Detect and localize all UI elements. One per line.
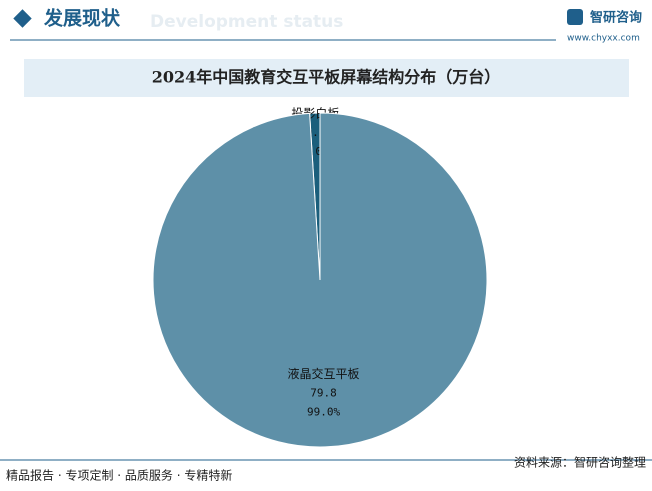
logo-url: www.chyxx.com: [567, 34, 640, 44]
slice-value: 79.8: [310, 387, 337, 400]
pie-slice: [152, 112, 488, 448]
slice-label: 液晶交互平板: [288, 366, 360, 381]
title-bar: [24, 59, 629, 97]
logo-icon: [567, 9, 583, 25]
chart-title: 2024年中国教育交互平板屏幕结构分布（万台）: [152, 68, 501, 87]
slice-percent: 99.0%: [307, 406, 340, 419]
logo-brand: 智研咨询: [590, 10, 642, 26]
logo: 智研咨询 www.chyxx.com: [567, 9, 642, 44]
header-subtitle: Development status: [150, 12, 343, 32]
header-icon: [13, 9, 32, 28]
footer-slogan: 精品报告 · 专项定制 · 品质服务 · 专精特新: [6, 468, 232, 483]
footer-source: 资料来源：智研咨询整理: [514, 455, 646, 470]
header-title: 发展现状: [43, 7, 121, 30]
